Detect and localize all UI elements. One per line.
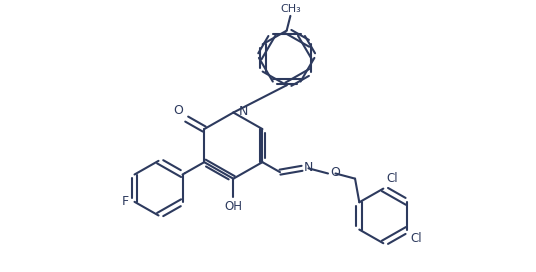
- Text: F: F: [122, 195, 129, 208]
- Text: N: N: [239, 105, 248, 118]
- Text: O: O: [173, 104, 183, 117]
- Text: CH₃: CH₃: [280, 4, 301, 14]
- Text: Cl: Cl: [386, 172, 398, 186]
- Text: Cl: Cl: [411, 232, 422, 245]
- Text: N: N: [304, 161, 314, 174]
- Text: OH: OH: [225, 200, 242, 213]
- Text: O: O: [330, 166, 340, 179]
